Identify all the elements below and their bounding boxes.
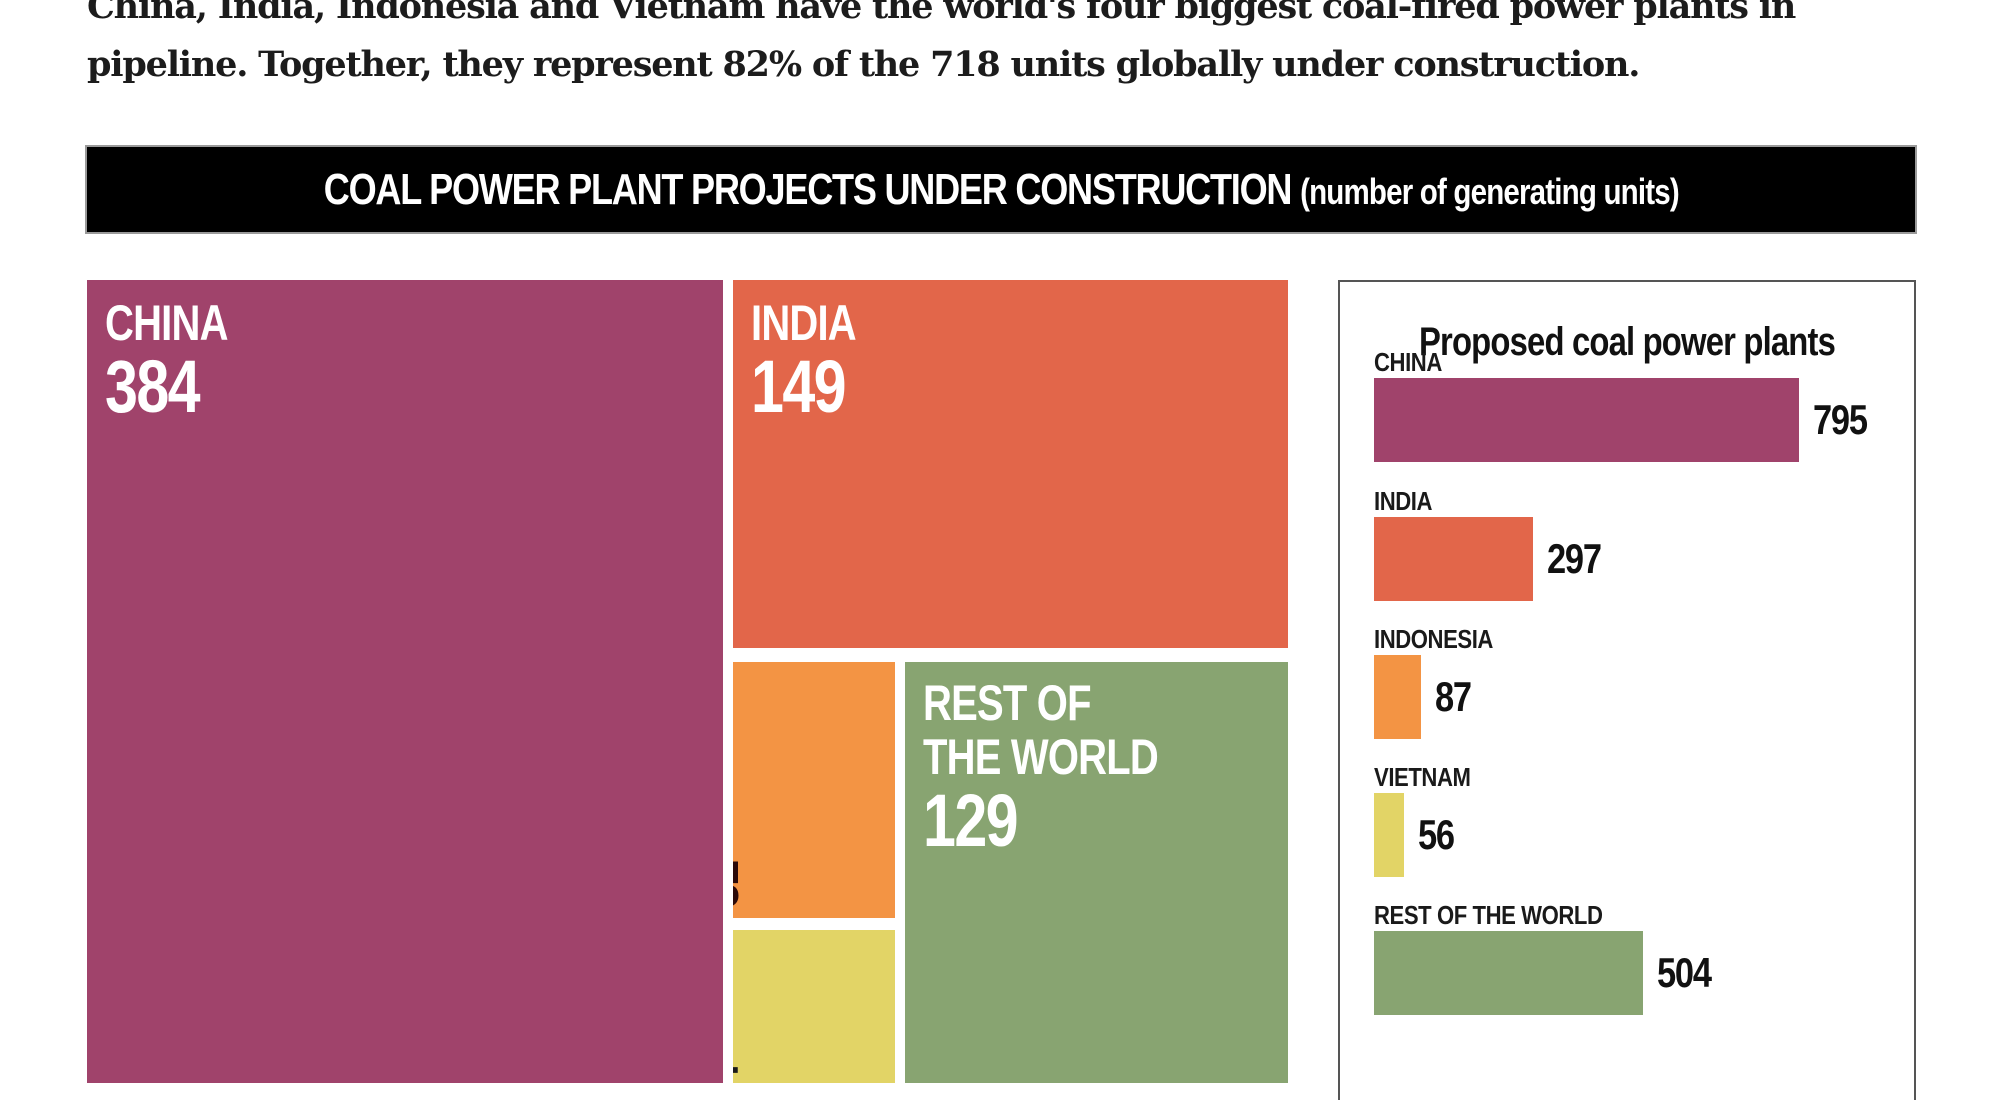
intro-line-1: China, India, Indonesia and Vietnam have… bbox=[87, 0, 1796, 27]
tile-value: 384 bbox=[105, 345, 201, 428]
bar bbox=[1374, 378, 1799, 462]
chart-subtitle: (number of generating units) bbox=[1299, 170, 1680, 212]
bar-label: CHINA bbox=[1374, 347, 1442, 377]
chart-header: COAL POWER PLANT PROJECTS UNDER CONSTRUC… bbox=[87, 147, 1915, 232]
bar bbox=[1374, 793, 1404, 877]
bar bbox=[1374, 517, 1533, 601]
bar-value: 87 bbox=[1435, 673, 1472, 720]
tile-value: 149 bbox=[751, 345, 847, 428]
bar-value: 795 bbox=[1813, 396, 1868, 443]
bar-row: INDONESIA 87 bbox=[1374, 623, 1914, 739]
treemap-tile-indonesia: INDONESIA 32 bbox=[733, 662, 895, 918]
bar-row: VIETNAM 56 bbox=[1374, 761, 1914, 877]
bar-line: 56 bbox=[1374, 793, 1914, 877]
treemap-tile-india: INDIA 149 bbox=[733, 280, 1288, 648]
bar bbox=[1374, 931, 1643, 1015]
bar-row: REST OF THE WORLD 504 bbox=[1374, 899, 1914, 1015]
tile-value: 32 bbox=[733, 861, 750, 908]
bar-row: CHINA 795 bbox=[1374, 346, 1914, 462]
bar-label: INDONESIA bbox=[1374, 624, 1493, 654]
treemap-tile-china: CHINA 384 bbox=[87, 280, 723, 1083]
bar-line: 795 bbox=[1374, 378, 1914, 462]
bar-value: 504 bbox=[1657, 949, 1712, 996]
intro-text: China, India, Indonesia and Vietnam have… bbox=[87, 0, 1927, 94]
treemap-tile-rest-of-world: REST OF THE WORLD 129 bbox=[905, 662, 1288, 1083]
bar-label: VIETNAM bbox=[1374, 762, 1471, 792]
tile-value: 24 bbox=[733, 930, 750, 1083]
tile-label-line-1: REST OF bbox=[923, 675, 1092, 731]
tile-label-line-2: THE WORLD bbox=[923, 729, 1159, 785]
bar-label: REST OF THE WORLD bbox=[1374, 900, 1603, 930]
proposed-plants-panel: Proposed coal power plants CHINA 795 INDIA… bbox=[1338, 280, 1916, 1100]
bar bbox=[1374, 655, 1421, 739]
chart-title: COAL POWER PLANT PROJECTS UNDER CONSTRUC… bbox=[323, 164, 1292, 214]
bar-row: INDIA 297 bbox=[1374, 485, 1914, 601]
tile-label: INDIA bbox=[751, 295, 857, 351]
chart-title-wrap: COAL POWER PLANT PROJECTS UNDER CONSTRUC… bbox=[323, 164, 1680, 215]
bar-value: 297 bbox=[1547, 535, 1602, 582]
treemap-tile-vietnam: VIETNAM 24 bbox=[733, 930, 895, 1083]
bar-label: INDIA bbox=[1374, 486, 1433, 516]
tile-value: 129 bbox=[923, 779, 1019, 862]
panel-title: Proposed coal power plants bbox=[1418, 320, 1836, 364]
bar-line: 87 bbox=[1374, 655, 1914, 739]
bar-value: 56 bbox=[1418, 811, 1455, 858]
bar-line: 297 bbox=[1374, 517, 1914, 601]
bar-line: 504 bbox=[1374, 931, 1914, 1015]
intro-line-2: pipeline. Together, they represent 82% o… bbox=[87, 44, 1640, 85]
tile-label: CHINA bbox=[105, 295, 228, 351]
